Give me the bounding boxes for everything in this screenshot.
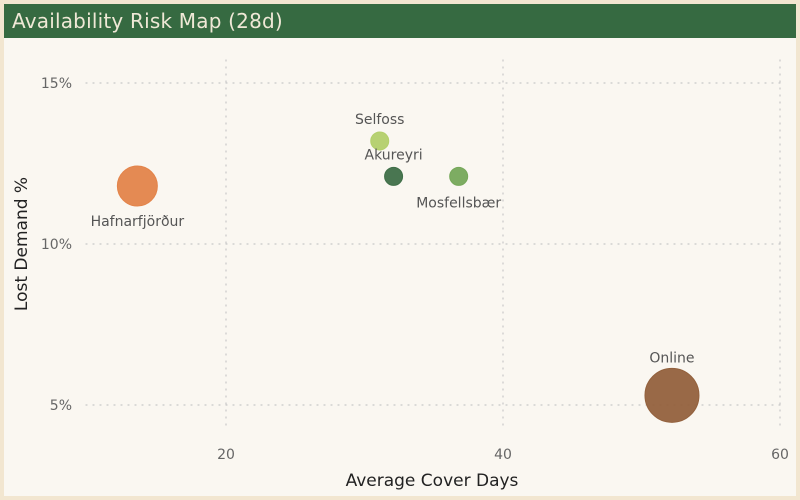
data-label: Mosfellsbær (416, 195, 501, 211)
y-tick-label: 10% (41, 237, 72, 253)
bubble[interactable] (384, 166, 404, 186)
x-tick-label: 60 (771, 447, 789, 463)
data-label: Akureyri (365, 147, 423, 163)
y-axis-title: Lost Demand % (12, 177, 32, 311)
bubble[interactable] (116, 165, 158, 207)
data-point-akureyri[interactable]: Akureyri (365, 147, 423, 186)
data-label: Selfoss (355, 112, 404, 128)
data-point-selfoss[interactable]: Selfoss (355, 112, 404, 151)
data-point-hafnarfjörður[interactable]: Hafnarfjörður (91, 165, 185, 230)
chart-header: Availability Risk Map (28d) (4, 4, 796, 38)
x-tick-label: 40 (494, 447, 512, 463)
data-point-mosfellsbær[interactable]: Mosfellsbær (416, 166, 501, 211)
data-label: Online (649, 350, 694, 366)
y-tick-label: 15% (41, 76, 72, 92)
bubble[interactable] (449, 166, 469, 186)
data-point-online[interactable]: Online (644, 350, 700, 423)
y-tick-label: 5% (50, 398, 72, 414)
chart-title: Availability Risk Map (28d) (12, 9, 283, 33)
x-tick-label: 20 (217, 447, 235, 463)
chart-card: Availability Risk Map (28d) (4, 4, 796, 496)
bubble[interactable] (370, 131, 390, 151)
x-axis-title: Average Cover Days (346, 471, 519, 491)
data-label: Hafnarfjörður (91, 214, 185, 230)
bubble[interactable] (644, 367, 700, 423)
